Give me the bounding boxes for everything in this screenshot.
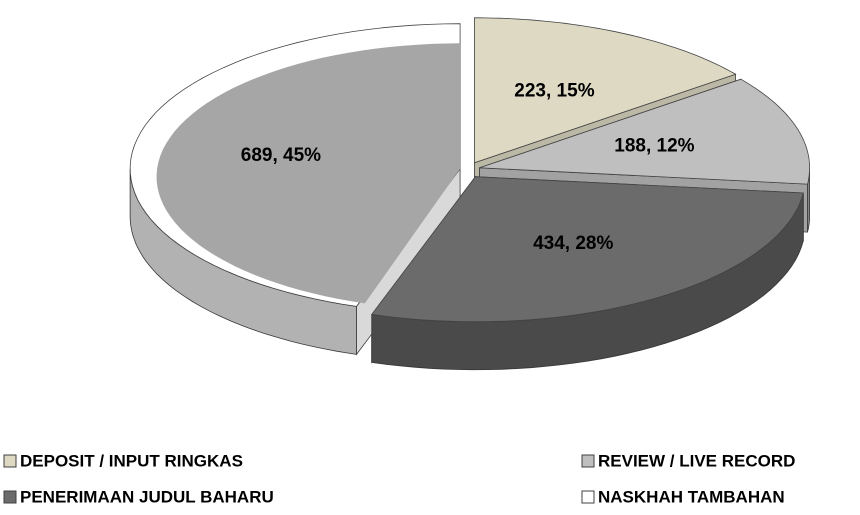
slice: [479, 78, 810, 185]
legend-label: NASKHAH TAMBAHAN: [598, 487, 785, 506]
slice: [473, 17, 737, 164]
legend-swatch: [581, 454, 595, 468]
slice-side-shade: [807, 167, 810, 233]
data-label: 188, 12%: [614, 135, 694, 156]
legend-label: PENERIMAAN JUDUL BAHARU: [20, 487, 274, 506]
slice-side-shade: [130, 168, 357, 355]
slice-shade: [156, 43, 461, 304]
slice: [370, 176, 804, 323]
data-label: 223, 15%: [514, 80, 594, 101]
legend-swatch: [581, 490, 595, 504]
legend-label: DEPOSIT / INPUT RINGKAS: [20, 451, 243, 470]
data-label: 434, 28%: [533, 233, 613, 254]
legend-label: REVIEW / LIVE RECORD: [598, 451, 795, 470]
data-label: 689, 45%: [241, 145, 321, 166]
legend-swatch: [3, 454, 17, 468]
slice-side-shade: [371, 193, 804, 370]
legend-swatch: [3, 490, 17, 504]
